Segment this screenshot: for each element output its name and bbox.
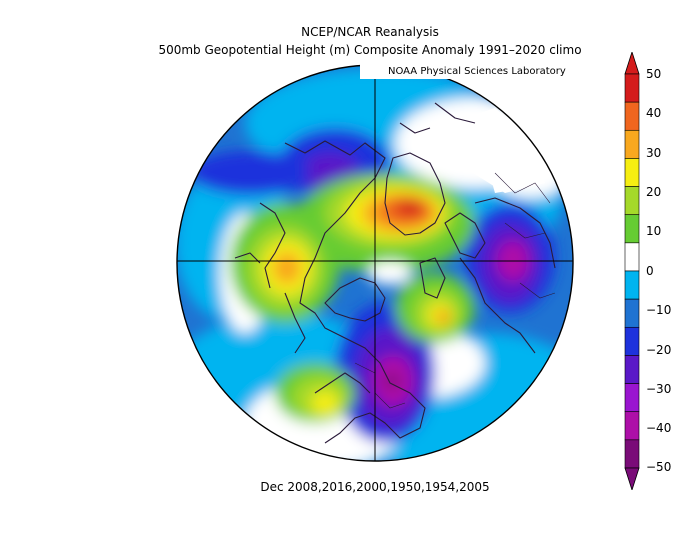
colorbar-tick-label: −40: [646, 421, 672, 435]
colorbar-tick-label: −50: [646, 460, 672, 474]
colorbar-bottom-arrow: [624, 467, 640, 490]
colorbar-swatch: [624, 439, 640, 469]
colorbar-swatch: [624, 355, 640, 384]
colorbar-tick-label: 30: [646, 146, 662, 160]
colorbar-swatch: [624, 242, 640, 272]
polar-anomaly-map: [176, 64, 574, 462]
colorbar-tick-label: 0: [646, 264, 654, 278]
colorbar-tick-label: 20: [646, 185, 662, 199]
colorbar-swatch: [624, 73, 640, 103]
colorbar-tick-label: −20: [646, 343, 672, 357]
colorbar-tick-label: 40: [646, 106, 662, 120]
colorbar-swatch: [624, 129, 640, 159]
colorbar-tick-label: −30: [646, 382, 672, 396]
colorbar-swatch: [624, 383, 640, 413]
colorbar-swatch: [624, 214, 640, 244]
colorbar-swatch: [624, 270, 640, 300]
colorbar-tick-label: 10: [646, 224, 662, 238]
colorbar-swatch: [624, 101, 640, 131]
map-subtitle: 500mb Geopotential Height (m) Composite …: [158, 43, 582, 57]
colorbar-tick-label: −10: [646, 303, 672, 317]
map-title: NCEP/NCAR Reanalysis: [301, 25, 439, 39]
colorbar-swatch: [624, 411, 640, 441]
colorbar-tick-label: 50: [646, 67, 662, 81]
colorbar-swatch: [624, 186, 640, 216]
colorbar-swatch: [624, 158, 640, 187]
credit-label: NOAA Physical Sciences Laboratory: [360, 64, 578, 79]
colorbar: [624, 52, 640, 490]
country-borders: [354, 172, 556, 409]
colorbar-swatch: [624, 326, 640, 356]
composite-years-label: Dec 2008,2016,2000,1950,1954,2005: [260, 480, 490, 494]
colorbar-top-arrow: [624, 52, 640, 75]
colorbar-swatch: [624, 298, 640, 328]
